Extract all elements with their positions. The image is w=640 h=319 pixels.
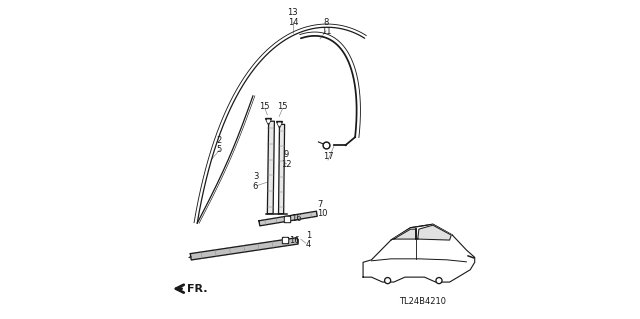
Text: 2
5: 2 5: [216, 136, 221, 154]
Text: 8
11: 8 11: [321, 18, 332, 36]
Text: 15: 15: [277, 102, 288, 111]
Circle shape: [436, 278, 442, 284]
Text: TL24B4210: TL24B4210: [399, 297, 445, 306]
Text: 15: 15: [259, 102, 269, 111]
Circle shape: [437, 279, 441, 282]
Circle shape: [385, 278, 390, 284]
Circle shape: [386, 279, 389, 282]
Text: 3
6: 3 6: [253, 173, 259, 191]
Text: 7
10: 7 10: [317, 200, 327, 218]
Polygon shape: [394, 229, 416, 239]
Text: 1
4: 1 4: [306, 231, 311, 249]
Text: 16: 16: [291, 214, 301, 223]
Polygon shape: [259, 211, 317, 226]
Polygon shape: [278, 124, 285, 214]
Text: 17: 17: [323, 152, 333, 161]
Polygon shape: [363, 224, 475, 282]
Polygon shape: [268, 121, 275, 214]
Text: 16: 16: [289, 236, 300, 245]
Text: 9
12: 9 12: [281, 150, 292, 169]
Text: 13
14: 13 14: [287, 8, 298, 27]
Polygon shape: [190, 238, 298, 260]
Polygon shape: [418, 225, 451, 240]
Text: FR.: FR.: [187, 284, 207, 294]
